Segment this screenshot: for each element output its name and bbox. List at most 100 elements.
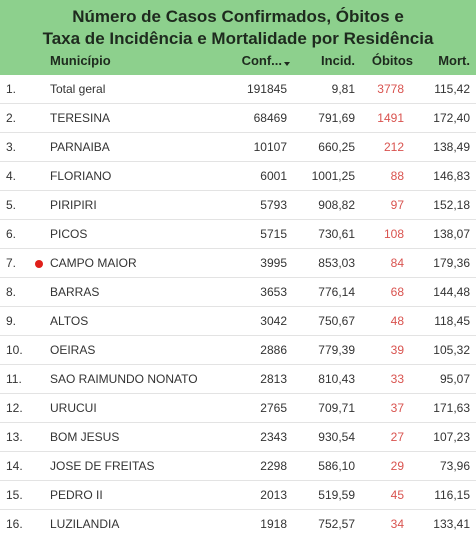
table-row: 11. SAO RAIMUNDO NONATO 2813 810,43 33 95,07 bbox=[0, 365, 476, 394]
cell-value: 730,61 bbox=[318, 227, 355, 241]
cell-value: 908,82 bbox=[318, 198, 355, 212]
cell-value: 138,07 bbox=[433, 227, 470, 241]
municipality: PEDRO II bbox=[50, 488, 103, 502]
row-index: 2. bbox=[6, 111, 17, 125]
table-row: 7. CAMPO MAIOR 3995 853,03 84 179,36 bbox=[0, 249, 476, 278]
cell-value: 118,45 bbox=[434, 314, 470, 328]
cell-value: 105,32 bbox=[433, 343, 470, 357]
table-row: 10. OEIRAS 2886 779,39 39 105,32 bbox=[0, 336, 476, 365]
cell-value: 2765 bbox=[260, 401, 287, 415]
municipality: LUZILANDIA bbox=[50, 517, 120, 531]
cell-value: 9,81 bbox=[331, 82, 355, 96]
title-line: Número de Casos Confirmados, Óbitos e bbox=[72, 7, 404, 26]
cell-value: 6001 bbox=[260, 169, 287, 183]
cell-value: 73,96 bbox=[439, 459, 470, 473]
cell-value: 709,71 bbox=[318, 401, 355, 415]
row-index: 10. bbox=[6, 343, 23, 357]
cell-value: 2298 bbox=[260, 459, 287, 473]
municipality: PICOS bbox=[50, 227, 88, 241]
cell-value: 1001,25 bbox=[311, 169, 355, 183]
cell-value: 33 bbox=[390, 372, 404, 386]
column-header: Município bbox=[50, 53, 111, 68]
row-index: 1. bbox=[6, 82, 17, 96]
row-index: 15. bbox=[6, 488, 23, 502]
cell-value: 586,10 bbox=[318, 459, 355, 473]
cell-value: 107,23 bbox=[433, 430, 470, 444]
cell-value: 750,67 bbox=[318, 314, 355, 328]
table-row: 1. Total geral 191845 9,81 3778 115,42 bbox=[0, 75, 476, 104]
cell-value: 3653 bbox=[260, 285, 287, 299]
cell-value: 29 bbox=[390, 459, 404, 473]
status-dot bbox=[35, 260, 43, 268]
municipality: OEIRAS bbox=[50, 343, 96, 357]
table-row: 8. BARRAS 3653 776,14 68 144,48 bbox=[0, 278, 476, 307]
cell-value: 2813 bbox=[260, 372, 287, 386]
municipality: BARRAS bbox=[50, 285, 100, 299]
cell-value: 171,63 bbox=[433, 401, 470, 415]
cell-value: 179,36 bbox=[433, 256, 470, 270]
cell-value: 810,43 bbox=[318, 372, 355, 386]
cell-value: 10107 bbox=[253, 140, 287, 154]
cell-value: 152,18 bbox=[433, 198, 470, 212]
cell-value: 519,59 bbox=[318, 488, 355, 502]
cell-value: 37 bbox=[390, 401, 404, 415]
cell-value: 84 bbox=[390, 256, 404, 270]
column-header: Incid. bbox=[321, 53, 355, 68]
cell-value: 1491 bbox=[377, 111, 404, 125]
cell-value: 172,40 bbox=[433, 111, 470, 125]
cell-value: 116,15 bbox=[434, 488, 470, 502]
municipality: ALTOS bbox=[50, 314, 89, 328]
cell-value: 853,03 bbox=[318, 256, 355, 270]
title-line: Taxa de Incidência e Mortalidade por Res… bbox=[42, 29, 434, 48]
cell-value: 133,41 bbox=[433, 517, 470, 531]
cell-value: 146,83 bbox=[433, 169, 470, 183]
table-row: 5. PIRIPIRI 5793 908,82 97 152,18 bbox=[0, 191, 476, 220]
cell-value: 68 bbox=[390, 285, 404, 299]
row-index: 14. bbox=[6, 459, 23, 473]
cell-value: 138,49 bbox=[433, 140, 470, 154]
municipality: CAMPO MAIOR bbox=[50, 256, 137, 270]
cell-value: 95,07 bbox=[439, 372, 470, 386]
cell-value: 2343 bbox=[260, 430, 287, 444]
table-row: 3. PARNAIBA 10107 660,25 212 138,49 bbox=[0, 133, 476, 162]
column-header[interactable]: Conf... bbox=[241, 53, 282, 68]
column-header: Mort. bbox=[438, 53, 470, 68]
cell-value: 115,42 bbox=[434, 82, 470, 96]
municipality: URUCUI bbox=[50, 401, 97, 415]
table-row: 2. TERESINA 68469 791,69 1491 172,40 bbox=[0, 104, 476, 133]
table-row: 16. LUZILANDIA 1918 752,57 34 133,41 bbox=[0, 510, 476, 533]
table-row: 9. ALTOS 3042 750,67 48 118,45 bbox=[0, 307, 476, 336]
cell-value: 45 bbox=[390, 488, 404, 502]
municipality: PARNAIBA bbox=[50, 140, 110, 154]
row-index: 7. bbox=[6, 256, 17, 270]
municipality: PIRIPIRI bbox=[50, 198, 97, 212]
cell-value: 108 bbox=[383, 227, 404, 241]
cell-value: 776,14 bbox=[318, 285, 355, 299]
cell-value: 27 bbox=[390, 430, 404, 444]
cell-value: 3995 bbox=[260, 256, 287, 270]
cell-value: 5793 bbox=[260, 198, 287, 212]
cell-value: 1918 bbox=[260, 517, 287, 531]
cell-value: 2013 bbox=[260, 488, 287, 502]
header-band: Número de Casos Confirmados, Óbitos e Ta… bbox=[0, 0, 476, 75]
row-index: 5. bbox=[6, 198, 17, 212]
cell-value: 144,48 bbox=[433, 285, 470, 299]
row-index: 13. bbox=[6, 430, 23, 444]
cell-value: 779,39 bbox=[318, 343, 355, 357]
cell-value: 191845 bbox=[246, 82, 287, 96]
sort-arrow[interactable] bbox=[284, 62, 290, 66]
table-row: 14. JOSE DE FREITAS 2298 586,10 29 73,96 bbox=[0, 452, 476, 481]
cell-value: 39 bbox=[390, 343, 404, 357]
row-index: 8. bbox=[6, 285, 17, 299]
table-row: 4. FLORIANO 6001 1001,25 88 146,83 bbox=[0, 162, 476, 191]
table-row: 13. BOM JESUS 2343 930,54 27 107,23 bbox=[0, 423, 476, 452]
cell-value: 97 bbox=[390, 198, 404, 212]
cell-value: 48 bbox=[390, 314, 404, 328]
municipality: BOM JESUS bbox=[50, 430, 120, 444]
municipality: SAO RAIMUNDO NONATO bbox=[50, 372, 198, 386]
row-index: 4. bbox=[6, 169, 17, 183]
cell-value: 660,25 bbox=[318, 140, 355, 154]
row-index: 11. bbox=[6, 372, 22, 386]
cell-value: 88 bbox=[390, 169, 404, 183]
